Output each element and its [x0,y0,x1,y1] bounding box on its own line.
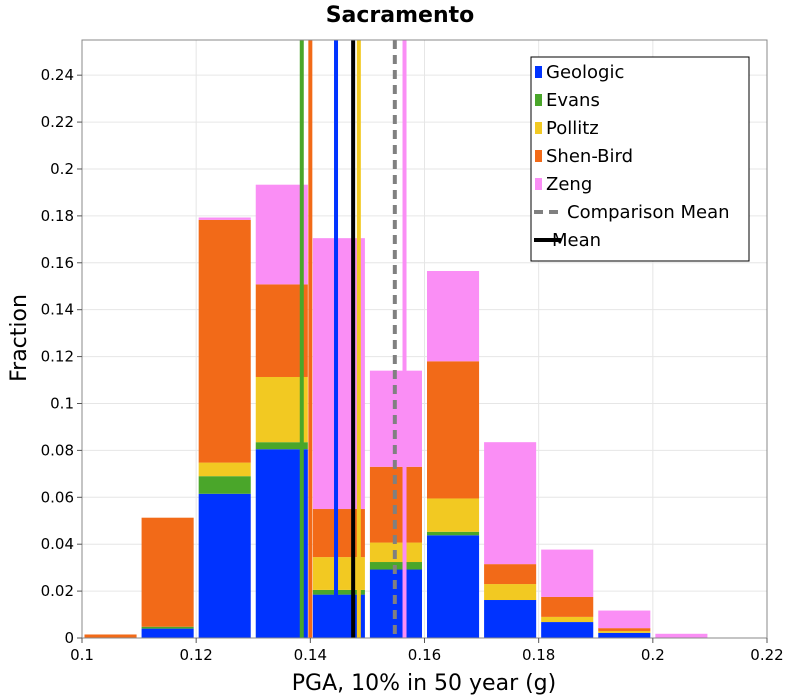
bar-shen-bird [312,509,365,558]
x-tick-label: 0.12 [179,646,212,664]
bar-evans [198,476,251,494]
legend-item-shen-bird-label: Shen-Bird [546,146,633,167]
mean-lines [299,40,407,638]
bar-pollitz [598,630,651,633]
y-tick-label: 0.14 [41,301,74,319]
bar-geologic [484,600,537,638]
y-tick-label: 0.06 [41,488,74,506]
y-tick-label: 0.08 [41,441,74,459]
bar-pollitz [427,498,480,532]
bar-geologic [255,449,308,638]
x-axis-ticks: 0.1 0.12 0.14 0.16 0.18 0.2 0.22 [70,638,784,664]
bar-zeng [484,442,537,565]
legend-item-geologic-label: Geologic [546,62,624,83]
bar-shen-bird [484,564,537,585]
bar-zeng [655,633,708,638]
x-tick-label: 0.18 [522,646,555,664]
bar-zeng [312,238,365,510]
y-tick-label: 0 [64,629,74,647]
y-tick-label: 0.22 [41,113,74,131]
bar-shen-bird [84,634,137,638]
legend-item-comparison-mean-label: Comparison Mean [567,202,730,223]
legend-item-shen-bird-swatch [535,150,542,162]
x-tick-label: 0.16 [408,646,441,664]
bar-pollitz [541,616,594,623]
y-tick-label: 0.18 [41,207,74,225]
y-tick-label: 0.1 [50,394,74,412]
legend-item-zeng-label: Zeng [546,174,592,195]
bar-geologic [141,628,194,638]
bar-geologic [598,632,651,638]
bar-evans [255,442,308,450]
legend-item-zeng-swatch [535,178,542,190]
chart-title: Sacramento [326,3,475,28]
bar-shen-bird [141,517,194,627]
bar-shen-bird [427,361,480,499]
bar-pollitz [255,376,308,443]
x-tick-label: 0.22 [750,646,783,664]
y-axis-ticks: 0 0.02 0.04 0.06 0.08 0.1 0.12 0.14 0.16 0.18 0.2 0… [41,66,82,647]
x-tick-label: 0.14 [294,646,327,664]
bar-shen-bird [255,284,308,377]
bar-shen-bird [598,628,651,631]
y-tick-label: 0.12 [41,348,74,366]
bar-geologic [198,493,251,638]
bar-evans [141,626,194,629]
legend-item-pollitz-swatch [535,122,542,134]
bar-pollitz [484,584,537,601]
bars [84,184,708,638]
bar-shen-bird [541,596,594,617]
bar-zeng [541,549,594,597]
bar-zeng [598,610,651,629]
x-axis-label: PGA, 10% in 50 year (g) [292,671,556,696]
bar-zeng [198,217,251,220]
legend-item-mean-label: Mean [552,230,601,251]
bar-zeng [255,184,308,285]
legend-item-evans-swatch [535,94,542,106]
x-tick-label: 0.2 [641,646,665,664]
legend-item-geologic-swatch [535,66,542,78]
y-tick-label: 0.02 [41,582,74,600]
bar-shen-bird [198,219,251,463]
legend-box [530,56,750,262]
bar-pollitz [312,557,365,590]
bar-pollitz [198,462,251,477]
bar-evans [312,589,365,595]
legend: Geologic Evans Pollitz Shen-Bird Zeng Compari… [530,56,750,262]
bar-zeng [427,270,480,362]
y-tick-label: 0.16 [41,254,74,272]
y-tick-label: 0.24 [41,66,74,84]
y-axis-label: Fraction [7,294,32,382]
y-tick-label: 0.2 [50,160,74,178]
bar-geologic [312,594,365,638]
legend-item-pollitz-label: Pollitz [546,118,599,139]
legend-item-evans-label: Evans [546,90,600,111]
bar-geologic [541,622,594,638]
y-tick-label: 0.04 [41,535,74,553]
x-tick-label: 0.1 [70,646,94,664]
bar-geologic [427,535,480,638]
bar-evans [427,531,480,536]
